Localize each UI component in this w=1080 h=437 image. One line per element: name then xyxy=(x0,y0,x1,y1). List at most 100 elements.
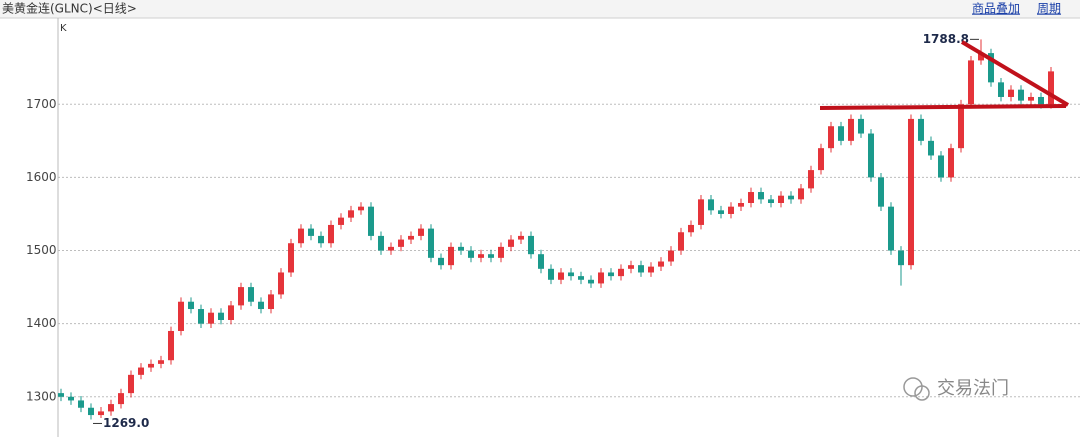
high-annotation: 1788.8 xyxy=(923,32,969,46)
candle-body xyxy=(638,265,644,273)
candle-body xyxy=(1048,71,1054,105)
candle-body xyxy=(628,265,634,269)
candle-body xyxy=(568,272,574,277)
candle-body xyxy=(818,148,824,171)
candle-body xyxy=(388,246,394,251)
candle-body xyxy=(828,126,834,149)
candle-body xyxy=(118,393,124,405)
candle-body xyxy=(888,206,894,251)
candle-body xyxy=(418,228,424,236)
candle-body xyxy=(608,272,614,277)
candle-body xyxy=(328,224,334,244)
candle-body xyxy=(348,210,354,218)
y-tick-label: 1300 xyxy=(26,389,57,403)
candle-body xyxy=(978,53,984,61)
candle-body xyxy=(488,254,494,258)
candle-body xyxy=(728,206,734,214)
candle-body xyxy=(108,404,114,412)
watermark-icon xyxy=(903,377,923,397)
low-annotation: 1269.0 xyxy=(103,416,149,430)
candle-body xyxy=(398,239,404,247)
candle-body xyxy=(718,210,724,214)
candle-body xyxy=(998,82,1004,97)
candle-body xyxy=(708,199,714,211)
candle-body xyxy=(898,250,904,266)
candle-body xyxy=(268,294,274,310)
candle-body xyxy=(748,192,754,204)
overlay-button[interactable]: 商品叠加 xyxy=(972,1,1020,16)
candle-body xyxy=(318,235,324,244)
candle-body xyxy=(648,266,654,273)
candle-body xyxy=(788,195,794,200)
candle-body xyxy=(188,301,194,310)
candle-body xyxy=(408,235,414,240)
candle-body xyxy=(518,235,524,240)
candle-body xyxy=(88,407,94,416)
candle-body xyxy=(1038,96,1044,105)
candle-body xyxy=(948,148,954,178)
candle-body xyxy=(468,250,474,258)
trend-line xyxy=(960,40,1070,107)
y-tick-label: 1700 xyxy=(26,97,57,111)
y-tick-label: 1600 xyxy=(26,170,57,184)
candle-body xyxy=(308,228,314,236)
candle-body xyxy=(478,254,484,258)
candle-body xyxy=(78,400,84,408)
y-axis-label: K xyxy=(60,23,67,34)
watermark-icon xyxy=(914,385,930,401)
candle-body xyxy=(498,246,504,258)
candle-body xyxy=(178,301,184,331)
candle-body xyxy=(288,243,294,273)
candle-body xyxy=(778,195,784,204)
candle-body xyxy=(258,301,264,310)
candle-body xyxy=(968,60,974,105)
trend-line xyxy=(819,104,1067,110)
candle-body xyxy=(338,217,344,225)
candle-body xyxy=(508,239,514,247)
candle-body xyxy=(248,287,254,302)
candle-body xyxy=(918,118,924,141)
candle-body xyxy=(588,279,594,284)
candle-body xyxy=(938,155,944,178)
candle-body xyxy=(928,140,934,156)
candle-body xyxy=(368,206,374,236)
candle-body xyxy=(138,367,144,375)
candle-body xyxy=(858,118,864,134)
candle-body xyxy=(958,104,964,149)
candle-body xyxy=(378,235,384,251)
candle-body xyxy=(218,312,224,321)
candle-body xyxy=(158,360,164,364)
candle-body xyxy=(658,261,664,267)
candle-body xyxy=(868,133,874,178)
candle-body xyxy=(798,188,804,200)
candle-body xyxy=(428,228,434,258)
candle-body xyxy=(68,396,74,401)
candle-body xyxy=(558,272,564,280)
candle-body xyxy=(838,126,844,141)
candle-body xyxy=(988,53,994,83)
candle-body xyxy=(438,257,444,266)
candle-body xyxy=(238,287,244,306)
candle-body xyxy=(738,203,744,207)
candle-body xyxy=(358,206,364,211)
y-tick-label: 1400 xyxy=(26,316,57,330)
candle-body xyxy=(168,330,174,361)
chart-title: 美黄金连(GLNC)<日线> xyxy=(2,1,137,16)
period-button[interactable]: 周期 xyxy=(1037,2,1061,16)
plot: 1300 1400 1500 1600 1700 1788.8 1269.0 xyxy=(26,32,1080,430)
candle-body xyxy=(148,363,154,368)
candle-body xyxy=(848,118,854,141)
candle-body xyxy=(758,192,764,200)
candle-body xyxy=(768,199,774,204)
candle-body xyxy=(1008,89,1014,97)
candle-body xyxy=(198,309,204,324)
candle-body xyxy=(1018,89,1024,101)
candle-body xyxy=(208,312,214,324)
candle-body xyxy=(448,246,454,266)
watermark: 交易法门 xyxy=(903,377,1009,401)
header-bar xyxy=(0,0,1080,18)
candle-body xyxy=(618,268,624,277)
candle-body xyxy=(228,305,234,321)
candle-body xyxy=(688,224,694,233)
